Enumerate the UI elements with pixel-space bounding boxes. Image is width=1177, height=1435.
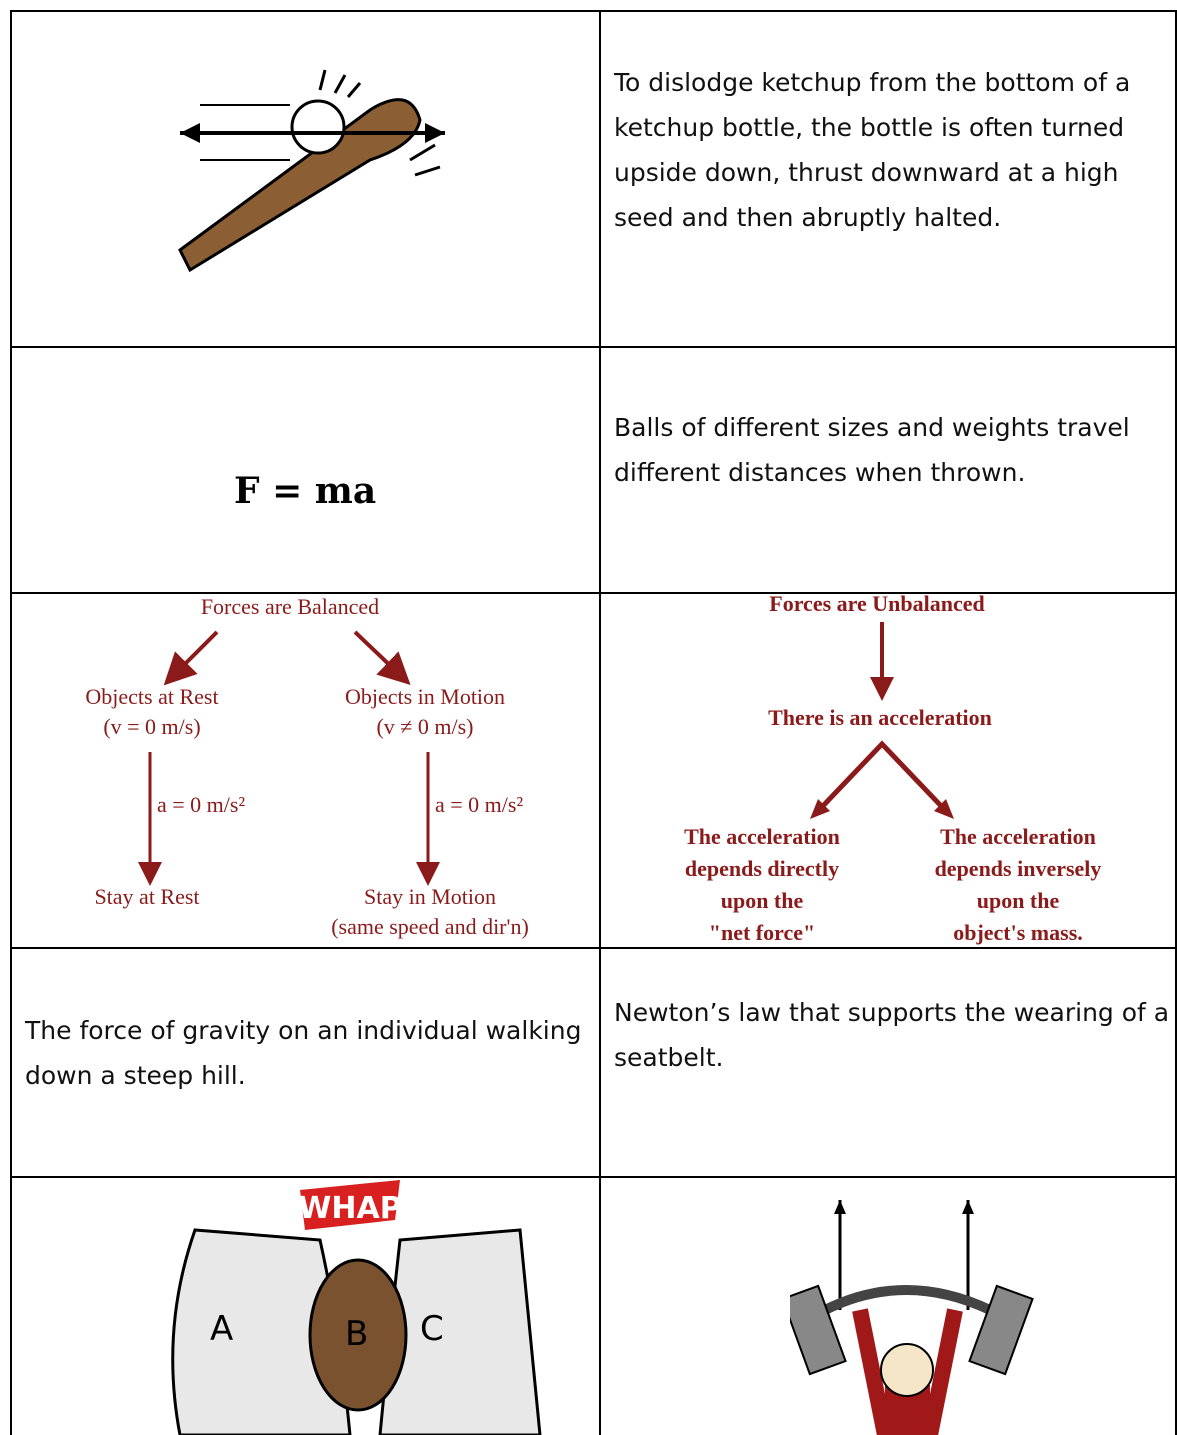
branch-result: (same speed and dir'n) [331, 914, 529, 939]
diagram-title: Forces are Balanced [201, 594, 379, 619]
diagram-title: Forces are Unbalanced [769, 594, 985, 616]
cell-text: The force of gravity on an individual wa… [25, 1016, 582, 1090]
table-border [10, 592, 1177, 594]
whap-image: WHAP A B C [171, 1180, 542, 1435]
object-label: C [420, 1309, 444, 1349]
outcome-line: upon the [721, 888, 804, 913]
cell-text: Newton’s law that supports the wearing o… [614, 998, 1170, 1072]
weightlifter-image [790, 1200, 1034, 1435]
table-border [10, 1176, 1177, 1178]
arrow-label: a = 0 m/s² [435, 792, 523, 817]
branch-result: Stay in Motion [364, 884, 496, 909]
table-border [10, 10, 12, 1435]
outcome-line: The acceleration [684, 824, 840, 849]
diagram-middle: There is an acceleration [768, 705, 992, 730]
branch-condition: (v ≠ 0 m/s) [376, 714, 473, 739]
outcome-line: "net force" [709, 920, 815, 945]
outcome-line: The acceleration [940, 824, 1096, 849]
table-border [10, 10, 1177, 12]
cell-text: To dislodge ketchup from the bottom of a… [614, 68, 1131, 232]
table-border [10, 947, 1177, 949]
formula: F = ma [234, 470, 377, 512]
outcome-line: depends inversely [935, 856, 1102, 881]
unbalanced-diagram: Forces are Unbalanced There is an accele… [684, 594, 1102, 945]
table-border [1175, 10, 1177, 1435]
branch-label: Objects at Rest [85, 684, 218, 709]
balanced-diagram: Forces are Balanced Objects at Rest (v =… [85, 594, 529, 939]
branch-label: Objects in Motion [345, 684, 505, 709]
outcome-line: upon the [977, 888, 1060, 913]
cell-text: Balls of different sizes and weights tra… [614, 413, 1130, 487]
table-border [10, 346, 1177, 348]
sound-effect: WHAP [298, 1191, 401, 1226]
outcome-line: depends directly [685, 856, 839, 881]
object-label: B [345, 1314, 368, 1354]
arrow-label: a = 0 m/s² [157, 792, 245, 817]
branch-condition: (v = 0 m/s) [103, 714, 200, 739]
bat-ball-image [178, 69, 445, 273]
object-label: A [210, 1309, 233, 1349]
outcome-line: object's mass. [953, 920, 1083, 945]
branch-result: Stay at Rest [94, 884, 199, 909]
table-border [599, 10, 601, 1435]
